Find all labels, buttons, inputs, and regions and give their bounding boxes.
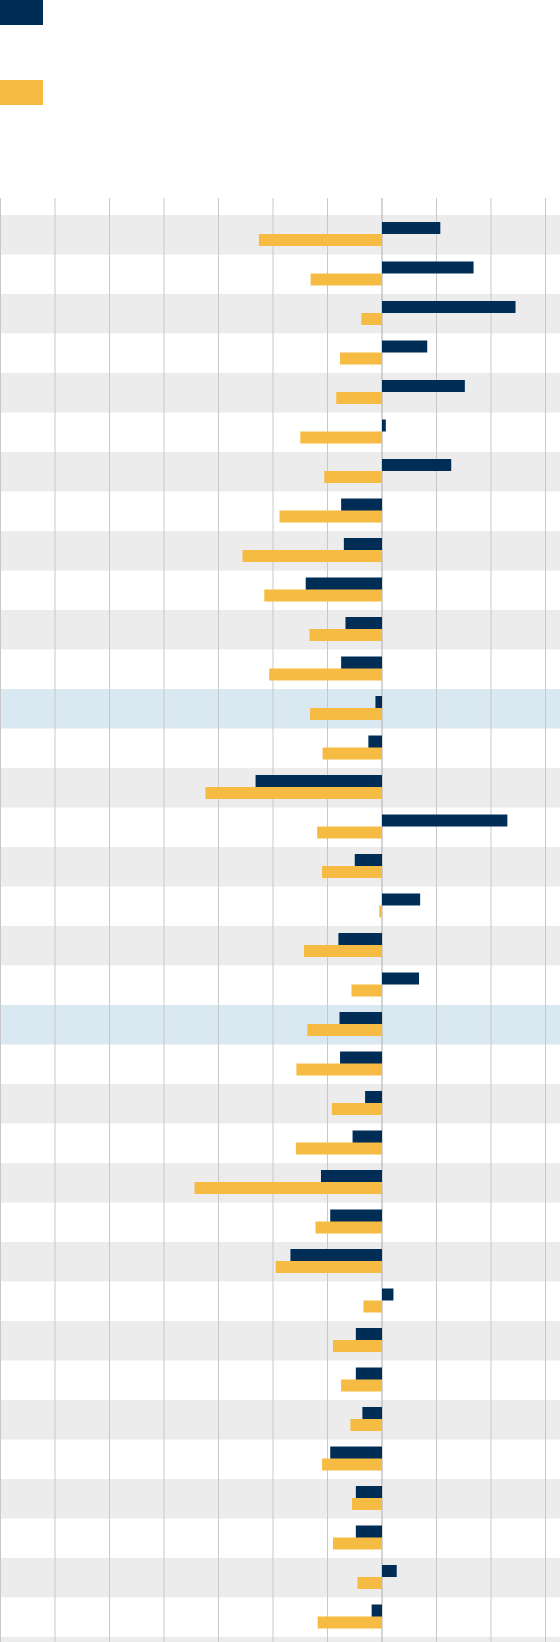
bar-series-b-row-8	[242, 550, 382, 562]
bar-series-b-row-16	[322, 866, 382, 878]
bar-series-b-row-30	[350, 1419, 382, 1431]
row-band-30	[0, 1400, 560, 1440]
row-band-20	[0, 1005, 560, 1045]
bar-series-b-row-22	[331, 1103, 382, 1115]
bar-series-b-row-26	[275, 1261, 382, 1273]
bar-series-a-row-5	[382, 419, 386, 432]
row-band-16	[0, 847, 560, 887]
bar-series-b-row-21	[296, 1063, 382, 1076]
bar-series-b-row-23	[295, 1142, 382, 1155]
bar-series-a-row-19	[382, 972, 420, 985]
bar-series-b-row-15	[317, 826, 382, 839]
bar-series-a-row-25	[330, 1209, 382, 1222]
bar-series-a-row-34	[382, 1565, 397, 1577]
bar-series-a-row-32	[355, 1486, 382, 1498]
row-band-28	[0, 1321, 560, 1361]
bar-series-a-row-29	[355, 1367, 382, 1380]
bar-series-a-row-26	[290, 1249, 382, 1261]
row-band-18	[0, 926, 560, 966]
bar-series-b-row-14	[205, 787, 382, 799]
bar-series-b-row-6	[324, 471, 382, 483]
bar-series-a-row-21	[340, 1051, 382, 1064]
bar-series-a-row-33	[355, 1525, 382, 1538]
row-band-12	[0, 689, 560, 729]
bar-series-a-row-4	[382, 380, 465, 392]
bar-series-b-row-9	[264, 589, 382, 602]
bar-series-b-row-35	[317, 1616, 382, 1629]
bar-series-a-row-2	[382, 301, 516, 313]
bar-series-b-row-1	[310, 273, 382, 286]
bar-series-a-row-30	[362, 1407, 382, 1419]
bar-series-a-row-17	[382, 893, 421, 906]
bar-series-b-row-10	[309, 629, 382, 641]
bar-series-b-row-31	[322, 1458, 382, 1471]
bar-series-b-row-5	[300, 431, 382, 444]
bar-series-a-row-15	[382, 814, 508, 827]
bar-series-b-row-13	[322, 747, 382, 760]
bar-series-a-row-20	[339, 1012, 382, 1024]
bar-series-a-row-9	[305, 577, 382, 590]
row-band-2	[0, 294, 560, 334]
bar-series-a-row-16	[354, 854, 382, 866]
bar-series-b-row-24	[194, 1182, 382, 1194]
bar-series-a-row-6	[382, 459, 452, 471]
bar-series-b-row-18	[304, 945, 382, 957]
bar-series-b-row-4	[336, 392, 382, 404]
bar-series-a-row-31	[330, 1446, 382, 1459]
bar-series-a-row-10	[345, 617, 382, 629]
bar-series-a-row-12	[375, 696, 382, 708]
bar-series-b-row-17	[379, 905, 382, 918]
row-band-10	[0, 610, 560, 650]
bar-series-a-row-13	[368, 735, 382, 748]
bar-series-a-row-7	[341, 498, 382, 511]
bar-series-a-row-11	[341, 656, 382, 669]
bar-series-b-row-29	[341, 1379, 382, 1392]
bar-series-a-row-0	[382, 222, 441, 234]
bar-series-b-row-33	[332, 1537, 382, 1550]
bar-series-a-row-35	[371, 1604, 382, 1617]
bar-series-a-row-3	[382, 340, 428, 353]
bar-series-a-row-27	[382, 1288, 394, 1301]
bar-series-a-row-8	[343, 538, 382, 550]
bar-series-b-row-32	[352, 1498, 382, 1510]
bar-series-b-row-0	[258, 234, 382, 246]
bar-series-b-row-27	[363, 1300, 382, 1313]
bar-series-b-row-25	[315, 1221, 382, 1234]
bar-series-a-row-24	[320, 1170, 382, 1182]
bar-series-b-row-3	[340, 352, 382, 365]
bar-series-b-row-12	[310, 708, 382, 720]
bar-series-b-row-19	[351, 984, 382, 997]
bar-series-a-row-1	[382, 261, 474, 274]
bar-series-a-row-23	[352, 1130, 382, 1143]
bar-series-a-row-14	[255, 775, 382, 787]
row-band-32	[0, 1479, 560, 1519]
bar-series-b-row-28	[332, 1340, 382, 1352]
bar-series-b-row-2	[361, 313, 382, 325]
row-band-34	[0, 1558, 560, 1598]
legend-swatch-series-b	[0, 80, 43, 105]
bar-series-b-row-34	[357, 1577, 382, 1589]
row-band-36	[0, 1637, 560, 1642]
row-band-4	[0, 373, 560, 413]
bar-series-b-row-20	[307, 1024, 382, 1036]
row-band-6	[0, 452, 560, 492]
legend-swatch-series-a	[0, 0, 43, 25]
bar-series-b-row-7	[279, 510, 382, 523]
bar-series-a-row-22	[365, 1091, 382, 1103]
bar-series-a-row-28	[355, 1328, 382, 1340]
row-band-22	[0, 1084, 560, 1124]
bar-series-a-row-18	[338, 933, 382, 945]
bar-series-b-row-11	[269, 668, 382, 681]
